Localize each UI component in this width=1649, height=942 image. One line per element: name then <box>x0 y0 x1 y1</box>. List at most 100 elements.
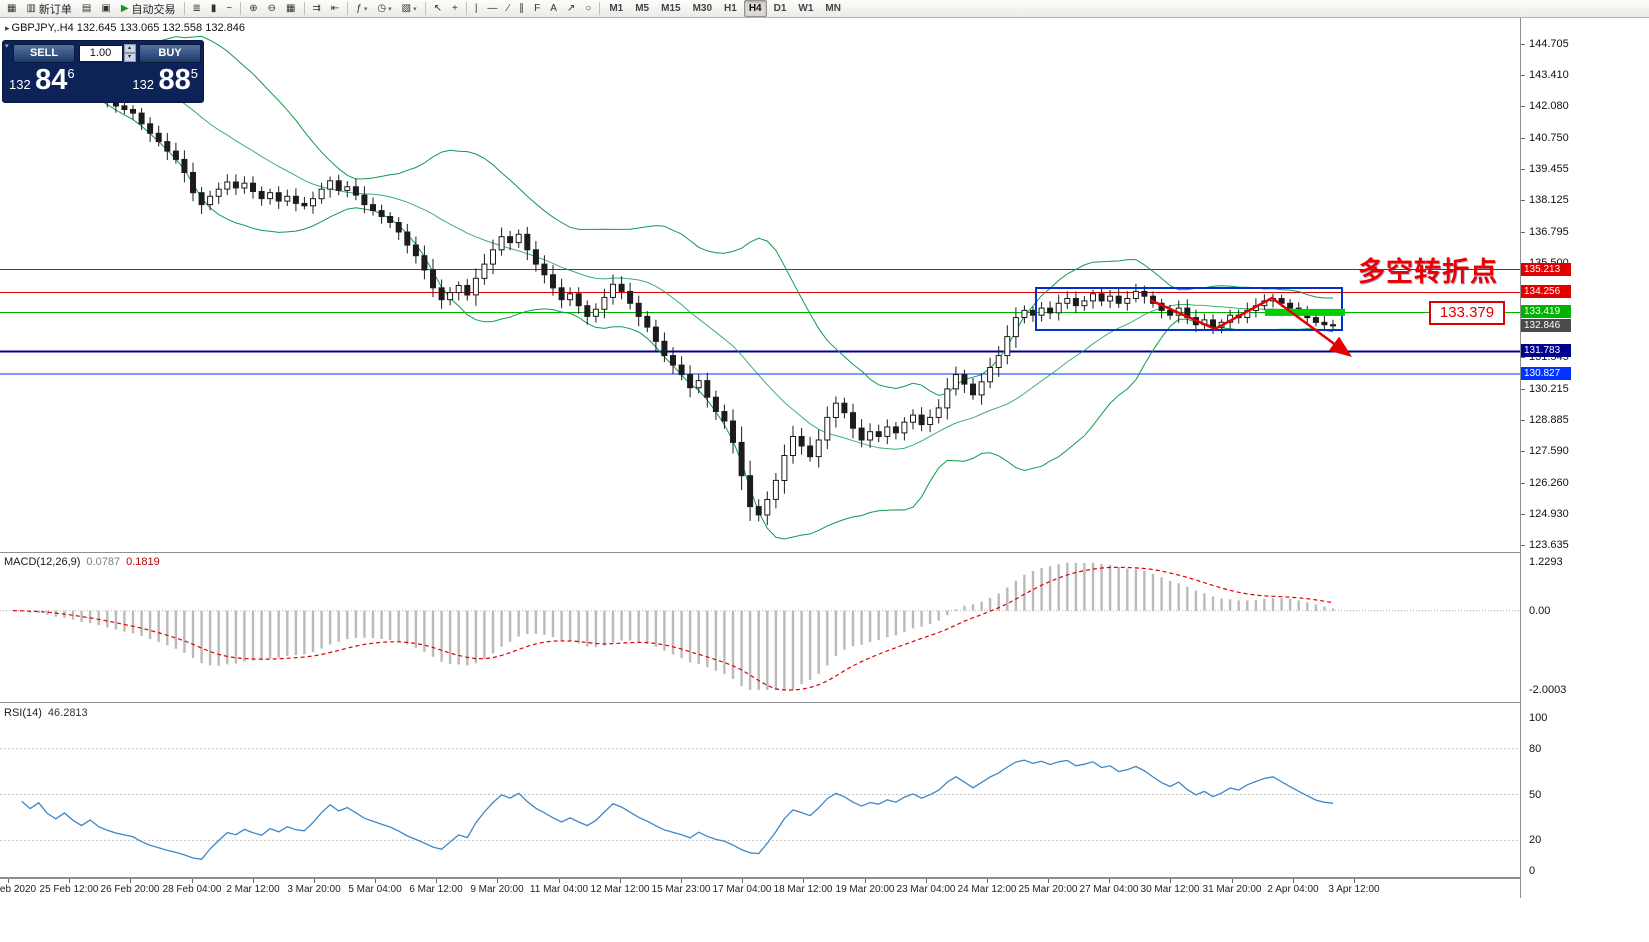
rsi-scale-label: 0 <box>1529 865 1536 877</box>
text-icon[interactable]: A <box>546 0 561 17</box>
timeframe-m5[interactable]: M5 <box>635 3 650 14</box>
spin-down-icon[interactable]: ▾ <box>123 53 136 62</box>
price-line-badge: 135.213 <box>1521 263 1571 276</box>
price-line-badge: 134.256 <box>1521 285 1571 298</box>
panel-separator[interactable] <box>0 552 1649 553</box>
macd-signal-line <box>12 566 1334 691</box>
arrows-icon[interactable]: ↗ <box>563 0 579 17</box>
price-tick-mark <box>1521 545 1525 546</box>
autotrading-icon: ▶ <box>120 2 129 14</box>
panel-separator[interactable] <box>0 702 1649 703</box>
zoom-in-icon: ⊕ <box>249 2 258 14</box>
price-tick-mark <box>1521 451 1525 452</box>
timeframe-h4[interactable]: H4 <box>743 0 767 17</box>
timeframe-m30[interactable]: M30 <box>692 3 713 14</box>
templates-icon: ▧ <box>401 2 412 14</box>
shapes-icon: ○ <box>585 2 592 14</box>
sell-button[interactable]: SELL <box>13 43 75 63</box>
chart-shift-icon[interactable]: ⇤ <box>327 0 343 17</box>
time-tick-label: 31 Mar 20:00 <box>1202 884 1262 895</box>
price-scale[interactable]: 144.705 143.410 142.080 140.750 139.455 138.1… <box>1520 18 1649 898</box>
charts-icon[interactable]: ▦ <box>3 0 20 17</box>
cursor-icon[interactable]: ↖ <box>430 0 446 17</box>
trendline-icon[interactable]: ∕ <box>503 0 513 17</box>
fibonacci-icon[interactable]: F <box>530 0 544 17</box>
time-tick-mark <box>742 879 743 883</box>
price-tick-label: 136.795 <box>1529 226 1569 238</box>
buy-price: 132 885 <box>132 64 198 96</box>
horizontal-line-icon[interactable]: — <box>483 0 501 17</box>
bar-chart-icon[interactable]: ≣ <box>189 0 205 17</box>
price-line-badge: 131.783 <box>1521 344 1571 357</box>
templates-icon[interactable]: ▧ ▾ <box>398 0 421 17</box>
rsi-scale-label: 100 <box>1529 712 1548 724</box>
new-order-button[interactable]: ▥ 新订单 <box>22 0 75 17</box>
zoom-out-icon[interactable]: ⊖ <box>264 0 280 17</box>
volume-input[interactable] <box>78 44 123 62</box>
time-tick-mark <box>865 879 866 883</box>
charts-icon: ▦ <box>7 2 17 14</box>
line-chart-icon[interactable]: ~ <box>222 0 236 17</box>
time-tick-mark <box>1109 879 1110 883</box>
time-tick-label: 11 Mar 04:00 <box>529 884 589 895</box>
vertical-line-icon[interactable]: | <box>471 0 482 17</box>
rsi-scale-label: 50 <box>1529 789 1542 801</box>
autotrading-button[interactable]: ▶ 自动交易 <box>117 0 180 17</box>
time-tick-label: 19 Mar 20:00 <box>835 884 895 895</box>
time-tick-label: 12 Mar 12:00 <box>590 884 650 895</box>
text-icon: A <box>550 2 557 14</box>
time-tick-label: 18 Mar 12:00 <box>773 884 833 895</box>
time-tick-label: 3 Mar 20:00 <box>287 884 341 895</box>
volume-spinner[interactable]: ▴ ▾ <box>123 44 136 62</box>
buy-button[interactable]: BUY <box>139 43 201 63</box>
new-order-button-label: 新订单 <box>38 3 72 16</box>
price-tick-mark <box>1521 75 1525 76</box>
red-arrow <box>1149 296 1353 357</box>
collapse-widget-icon[interactable]: ▾ <box>5 43 9 50</box>
market-watch-icon[interactable]: ▤ <box>78 0 95 17</box>
main-price-chart[interactable] <box>0 18 1520 552</box>
timeframe-d1[interactable]: D1 <box>773 3 787 14</box>
time-tick-mark <box>987 879 988 883</box>
equidistant-channel-icon[interactable]: ∥ <box>515 0 528 17</box>
timeframe-h1[interactable]: H1 <box>724 3 737 14</box>
bar-chart-icon: ≣ <box>192 2 201 14</box>
panel-separator[interactable] <box>0 877 1649 878</box>
candlestick-chart-icon[interactable]: ▮ <box>207 0 221 17</box>
time-tick-mark <box>926 879 927 883</box>
timeframe-m15[interactable]: M15 <box>661 3 681 14</box>
symbol-ohlc-label: ▸ GBPJPY,.H4 132.645 133.065 132.558 132.… <box>5 22 245 34</box>
price-tick-label: 144.705 <box>1529 38 1569 50</box>
price-tick-mark <box>1521 106 1525 107</box>
periods-icon[interactable]: ◷ ▾ <box>373 0 395 17</box>
tile-windows-icon: ▦ <box>286 2 296 14</box>
spin-up-icon[interactable]: ▴ <box>123 44 136 53</box>
timeframe-m1[interactable]: M1 <box>609 3 624 14</box>
timeframe-mn[interactable]: MN <box>825 3 841 14</box>
indicators-icon[interactable]: ƒ ▾ <box>352 0 371 17</box>
toolbar-separator <box>424 2 426 15</box>
price-tick-label: 127.590 <box>1529 445 1569 457</box>
time-tick-label: 24 Feb 2020 <box>0 884 37 895</box>
price-tick-label: 142.080 <box>1529 100 1569 112</box>
trendline-icon: ∕ <box>507 2 510 14</box>
shapes-icon[interactable]: ○ <box>581 0 595 17</box>
time-tick-mark <box>497 879 498 883</box>
auto-scroll-icon[interactable]: ⇉ <box>309 0 325 17</box>
rsi-indicator-panel[interactable] <box>0 703 1520 877</box>
tile-windows-icon[interactable]: ▦ <box>282 0 299 17</box>
caret-down-icon: ▾ <box>388 5 392 13</box>
time-tick-mark <box>314 879 315 883</box>
price-tick-label: 143.410 <box>1529 69 1569 81</box>
macd-scale-label: 1.2293 <box>1529 556 1563 568</box>
timeframe-w1[interactable]: W1 <box>798 3 814 14</box>
macd-scale-label: -2.0003 <box>1529 684 1567 696</box>
zoom-in-icon[interactable]: ⊕ <box>245 0 261 17</box>
crosshair-icon[interactable]: + <box>448 0 462 17</box>
time-tick-mark <box>1048 879 1049 883</box>
macd-indicator-panel[interactable] <box>0 553 1520 702</box>
price-tick-label: 130.215 <box>1529 383 1569 395</box>
data-window-icon[interactable]: ▣ <box>97 0 114 17</box>
